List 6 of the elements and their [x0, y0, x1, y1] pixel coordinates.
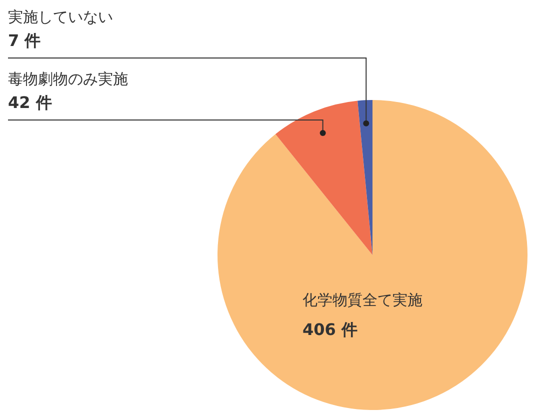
slice-label: 実施していない — [8, 8, 113, 26]
data-label: 7 件 — [8, 31, 41, 50]
slice-label: 毒物劇物のみ実施 — [8, 70, 128, 88]
data-label: 406 件 — [302, 320, 358, 339]
slice-label: 化学物質全て実施 — [302, 291, 422, 309]
data-label: 42 件 — [8, 93, 52, 112]
